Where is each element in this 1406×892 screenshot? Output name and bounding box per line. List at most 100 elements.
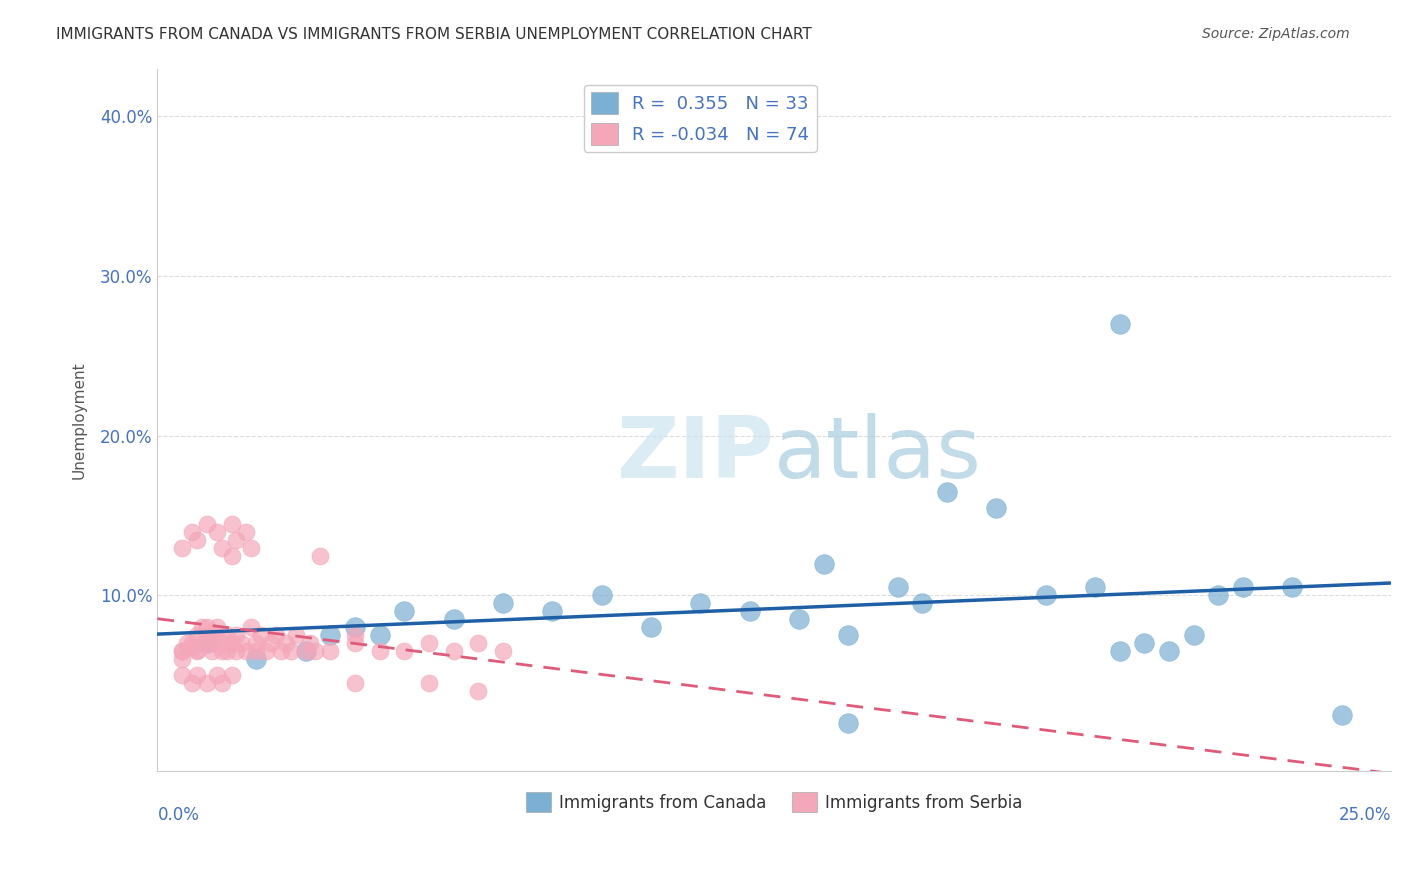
- Point: [186, 533, 208, 547]
- Point: [299, 636, 322, 650]
- Point: [245, 644, 267, 658]
- Point: [284, 628, 307, 642]
- Point: [191, 620, 214, 634]
- Point: [195, 676, 218, 690]
- Point: [250, 628, 273, 642]
- Point: [215, 628, 238, 642]
- Point: [591, 589, 613, 603]
- Point: [886, 581, 908, 595]
- Point: [186, 668, 208, 682]
- Point: [225, 533, 247, 547]
- Point: [221, 668, 243, 682]
- Point: [221, 516, 243, 531]
- Point: [211, 541, 233, 555]
- Text: Source: ZipAtlas.com: Source: ZipAtlas.com: [1202, 27, 1350, 41]
- Point: [738, 604, 761, 618]
- Point: [245, 636, 267, 650]
- Point: [986, 500, 1008, 515]
- Point: [221, 549, 243, 563]
- Text: atlas: atlas: [775, 414, 983, 497]
- Point: [309, 549, 332, 563]
- Point: [443, 612, 465, 626]
- Point: [225, 644, 247, 658]
- Point: [181, 676, 204, 690]
- Point: [418, 636, 440, 650]
- Point: [205, 620, 228, 634]
- Point: [270, 644, 292, 658]
- Point: [1281, 581, 1303, 595]
- Point: [195, 516, 218, 531]
- Point: [1108, 317, 1130, 331]
- Point: [392, 644, 415, 658]
- Point: [392, 604, 415, 618]
- Point: [231, 636, 253, 650]
- Point: [201, 644, 224, 658]
- Point: [343, 676, 366, 690]
- Point: [1108, 644, 1130, 658]
- Text: IMMIGRANTS FROM CANADA VS IMMIGRANTS FROM SERBIA UNEMPLOYMENT CORRELATION CHART: IMMIGRANTS FROM CANADA VS IMMIGRANTS FRO…: [56, 27, 813, 42]
- Point: [1157, 644, 1180, 658]
- Point: [304, 644, 326, 658]
- Point: [195, 628, 218, 642]
- Point: [640, 620, 662, 634]
- Point: [172, 668, 194, 682]
- Point: [343, 628, 366, 642]
- Point: [225, 628, 247, 642]
- Point: [787, 612, 810, 626]
- Point: [343, 636, 366, 650]
- Point: [240, 620, 263, 634]
- Point: [181, 640, 204, 654]
- Point: [319, 628, 342, 642]
- Point: [195, 620, 218, 634]
- Point: [813, 557, 835, 571]
- Point: [172, 644, 194, 658]
- Point: [368, 628, 391, 642]
- Point: [492, 644, 515, 658]
- Point: [211, 676, 233, 690]
- Point: [294, 644, 316, 658]
- Point: [274, 636, 297, 650]
- Point: [911, 597, 934, 611]
- Point: [221, 636, 243, 650]
- Point: [186, 628, 208, 642]
- Point: [181, 636, 204, 650]
- Point: [195, 636, 218, 650]
- Point: [935, 484, 957, 499]
- Point: [1182, 628, 1205, 642]
- Text: ZIP: ZIP: [616, 414, 775, 497]
- Point: [254, 644, 277, 658]
- Point: [368, 644, 391, 658]
- Point: [172, 644, 194, 658]
- Point: [195, 636, 218, 650]
- Point: [205, 668, 228, 682]
- Point: [689, 597, 711, 611]
- Point: [1084, 581, 1107, 595]
- Point: [201, 636, 224, 650]
- Y-axis label: Unemployment: Unemployment: [72, 361, 86, 479]
- Point: [343, 620, 366, 634]
- Point: [1035, 589, 1057, 603]
- Point: [181, 524, 204, 539]
- Text: 0.0%: 0.0%: [157, 806, 200, 824]
- Point: [418, 676, 440, 690]
- Point: [240, 541, 263, 555]
- Point: [205, 628, 228, 642]
- Point: [211, 636, 233, 650]
- Text: 25.0%: 25.0%: [1339, 806, 1391, 824]
- Point: [541, 604, 564, 618]
- Point: [294, 644, 316, 658]
- Point: [264, 628, 287, 642]
- Point: [211, 644, 233, 658]
- Point: [205, 524, 228, 539]
- Point: [172, 652, 194, 666]
- Point: [260, 636, 283, 650]
- Point: [1208, 589, 1230, 603]
- Point: [492, 597, 515, 611]
- Legend: Immigrants from Canada, Immigrants from Serbia: Immigrants from Canada, Immigrants from …: [519, 785, 1029, 819]
- Point: [235, 524, 257, 539]
- Point: [186, 642, 208, 657]
- Point: [837, 628, 859, 642]
- Point: [186, 644, 208, 658]
- Point: [1133, 636, 1156, 650]
- Point: [280, 644, 302, 658]
